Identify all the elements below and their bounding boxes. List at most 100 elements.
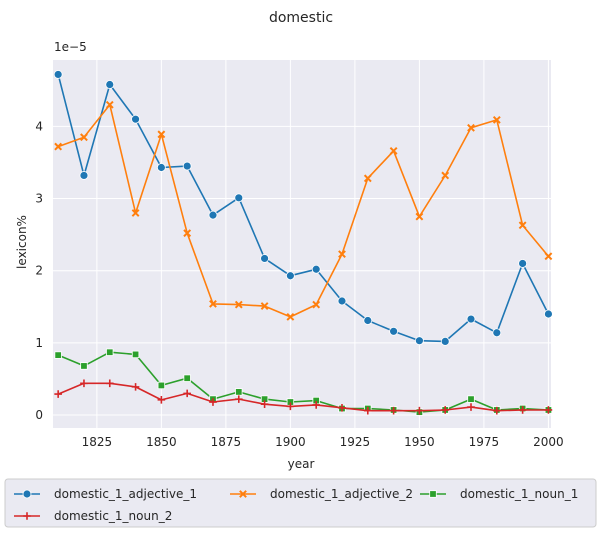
data-point <box>493 406 501 415</box>
x-tick-label: 1875 <box>211 435 242 449</box>
y-tick-label: 3 <box>35 192 43 206</box>
data-point <box>260 400 269 408</box>
data-point <box>105 379 114 388</box>
data-point <box>492 115 501 124</box>
data-point <box>415 406 424 415</box>
legend-marker <box>23 512 31 520</box>
data-point <box>312 300 321 309</box>
data-point <box>183 389 191 398</box>
legend-label: domestic_1_noun_1 <box>460 487 578 501</box>
x-tick-label: 1925 <box>340 435 371 449</box>
data-point <box>80 133 88 142</box>
data-point <box>234 300 243 309</box>
y-tick-label: 2 <box>35 264 43 278</box>
data-point <box>209 299 217 308</box>
data-point <box>441 406 450 414</box>
data-point <box>208 210 218 220</box>
data-point <box>131 209 140 217</box>
data-point <box>544 406 553 414</box>
data-point <box>156 163 166 172</box>
data-point <box>518 221 527 230</box>
data-point <box>311 264 321 274</box>
data-point <box>234 193 244 203</box>
data-point <box>235 388 243 396</box>
legend-entry: domestic_1_adjective_2 <box>230 487 413 501</box>
x-tick-label: 1900 <box>275 435 306 449</box>
data-point <box>441 171 450 180</box>
data-point <box>467 395 475 403</box>
y-tick-label: 1 <box>35 336 43 350</box>
data-point <box>286 312 295 321</box>
data-point <box>106 348 114 356</box>
data-point <box>105 100 114 109</box>
x-tick-label: 1975 <box>469 435 500 449</box>
grid <box>53 60 551 428</box>
data-point <box>363 406 372 415</box>
data-point <box>131 350 140 359</box>
series-layer <box>53 70 553 416</box>
data-point <box>157 381 166 390</box>
data-point <box>80 379 88 388</box>
legend-marker <box>239 490 247 498</box>
x-tick-label: 2000 <box>533 435 564 449</box>
data-point <box>544 309 553 319</box>
legend-label: domestic_1_noun_2 <box>54 509 172 523</box>
data-point <box>492 328 502 338</box>
y-axis-multiplier: 1e−5 <box>54 40 87 54</box>
legend-label: domestic_1_adjective_1 <box>54 487 197 501</box>
data-point <box>338 403 346 412</box>
data-point <box>209 398 217 406</box>
data-point <box>105 80 115 89</box>
plot-area <box>53 60 551 428</box>
data-point <box>54 351 62 359</box>
data-point <box>53 70 63 79</box>
series-domestic_1_adjective_1 <box>53 70 553 346</box>
series-line <box>57 351 549 413</box>
data-point <box>183 374 191 382</box>
x-axis-label: year <box>288 457 315 471</box>
data-point <box>54 390 62 398</box>
legend-entry: domestic_1_adjective_1 <box>14 487 197 501</box>
data-point <box>157 130 166 139</box>
data-point <box>415 212 424 221</box>
x-tick-label: 1950 <box>404 435 435 449</box>
legend-box <box>4 478 597 528</box>
series-domestic_1_noun_2 <box>54 379 553 415</box>
data-point <box>157 396 166 404</box>
data-point <box>234 395 243 403</box>
data-point <box>415 336 424 346</box>
data-point <box>286 402 295 411</box>
chart-title: domestic <box>269 10 333 26</box>
legend-marker <box>429 490 437 498</box>
data-point <box>363 174 372 183</box>
series-domestic_1_adjective_2 <box>54 100 553 321</box>
data-point <box>312 401 320 409</box>
series-line <box>57 103 550 318</box>
data-point <box>363 316 373 325</box>
legend-label: domestic_1_adjective_2 <box>270 487 413 501</box>
series-line <box>57 74 550 343</box>
y-tick-label: 4 <box>35 119 43 133</box>
y-axis-label: lexicon% <box>15 215 29 269</box>
data-point <box>260 302 269 310</box>
x-tick-label: 1825 <box>82 435 113 449</box>
series-line <box>57 382 549 412</box>
data-point <box>518 259 528 268</box>
legend-marker <box>22 489 32 499</box>
x-tick-label: 1850 <box>146 435 177 449</box>
data-point <box>544 252 553 261</box>
data-point <box>466 314 476 324</box>
data-point <box>337 296 347 306</box>
legend: domestic_1_adjective_1 domestic_1_adjecti… <box>4 478 597 528</box>
data-point <box>79 171 89 180</box>
data-point <box>80 362 88 370</box>
data-point <box>182 161 192 171</box>
data-point <box>440 337 450 346</box>
data-point <box>183 229 192 238</box>
data-point <box>260 254 269 263</box>
data-point <box>518 406 527 414</box>
data-point <box>285 271 295 281</box>
data-point <box>389 406 398 415</box>
data-point <box>338 250 346 259</box>
